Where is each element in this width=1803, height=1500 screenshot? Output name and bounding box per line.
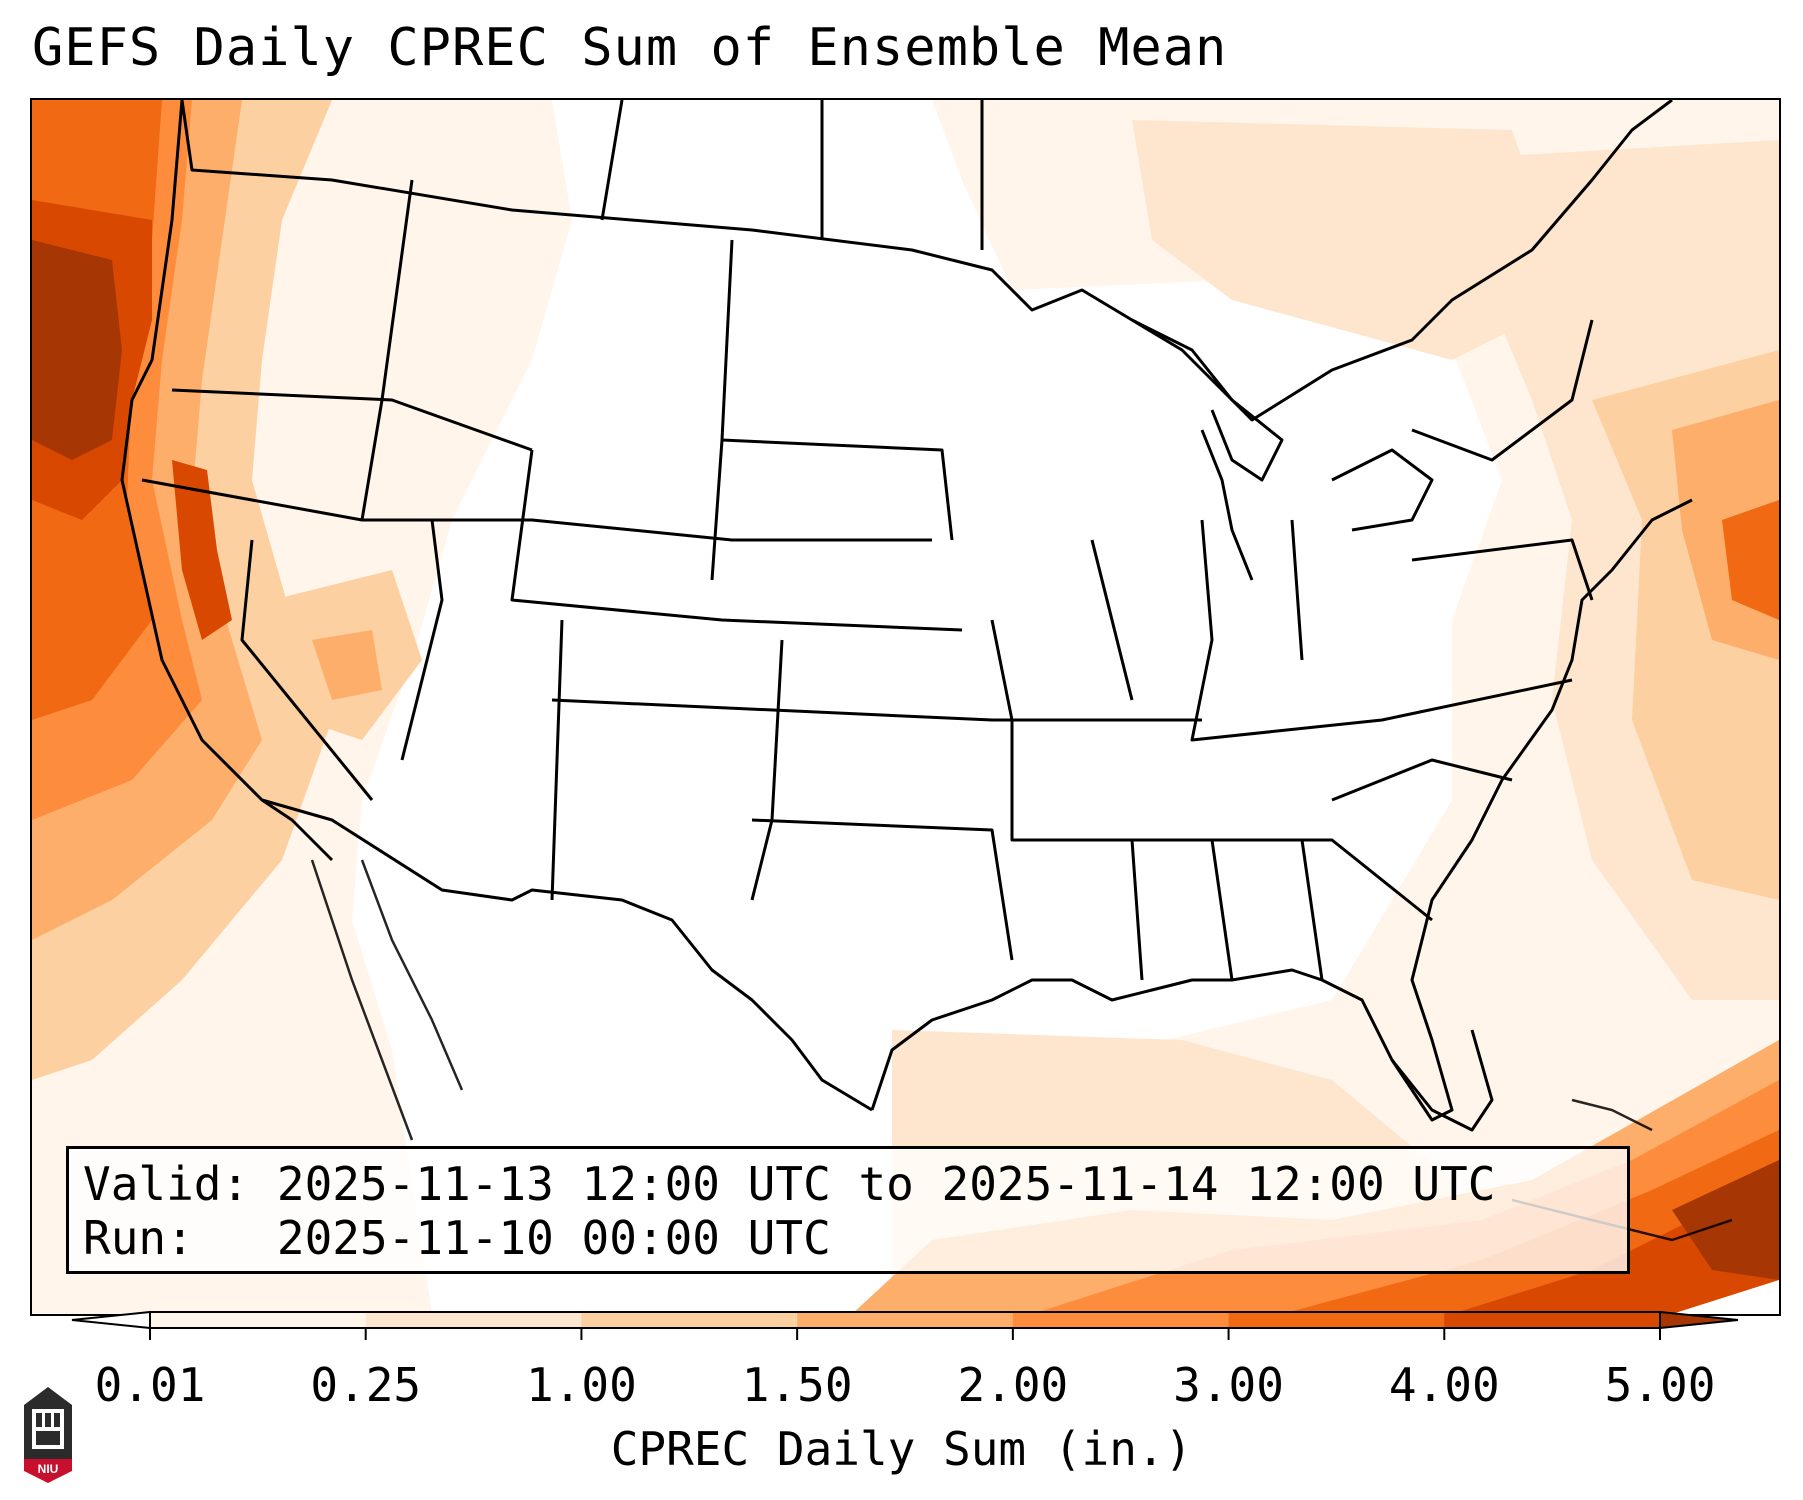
colorbar-under-triangle <box>71 1310 151 1330</box>
colorbar-tick-label: 1.50 <box>741 1358 853 1412</box>
colorbar-over-triangle <box>1659 1310 1739 1330</box>
run-label: Run: <box>83 1211 194 1265</box>
colorbar-tick-label: 2.00 <box>957 1358 1069 1412</box>
colorbar-tick-label: 5.00 <box>1604 1358 1716 1412</box>
state-boundaries <box>120 100 1693 1132</box>
colorbar-tick-label: 3.00 <box>1173 1358 1284 1412</box>
colorbar <box>71 1310 1739 1340</box>
colorbar-segments <box>150 1312 1661 1328</box>
colorbar-ticks <box>149 1328 1661 1340</box>
colorbar-segment <box>150 1312 367 1328</box>
colorbar-label: CPREC Daily Sum (in.) <box>610 1422 1193 1476</box>
valid-value: 2025-11-13 12:00 UTC to 2025-11-14 12:00… <box>276 1157 1496 1211</box>
colorbar-segment <box>1012 1312 1230 1328</box>
colorbar-tick-label: 4.00 <box>1388 1358 1500 1412</box>
colorbar-segment <box>1444 1312 1661 1328</box>
colorbar-segment <box>581 1312 798 1328</box>
precip-field-west-coast <box>32 100 332 1080</box>
run-value: 2025-11-10 00:00 UTC <box>276 1211 831 1265</box>
valid-run-info-box: Valid: 2025-11-13 12:00 UTC to 2025-11-1… <box>66 1146 1630 1274</box>
map-title: GEFS Daily CPREC Sum of Ensemble Mean <box>32 18 1228 78</box>
colorbar-outline <box>149 1311 1661 1329</box>
valid-label: Valid: <box>83 1157 250 1211</box>
colorbar-segment <box>797 1312 1014 1328</box>
colorbar-tick-label: 1.00 <box>526 1358 637 1412</box>
niu-logo-icon: NIU <box>24 1387 72 1483</box>
colorbar-tick-label: 0.25 <box>310 1358 422 1412</box>
precip-map <box>30 98 1781 1316</box>
colorbar-segment <box>1228 1312 1445 1328</box>
colorbar-tick-label: 0.01 <box>94 1358 206 1412</box>
colorbar-segment <box>365 1312 582 1328</box>
logo-text: NIU <box>38 1462 59 1476</box>
